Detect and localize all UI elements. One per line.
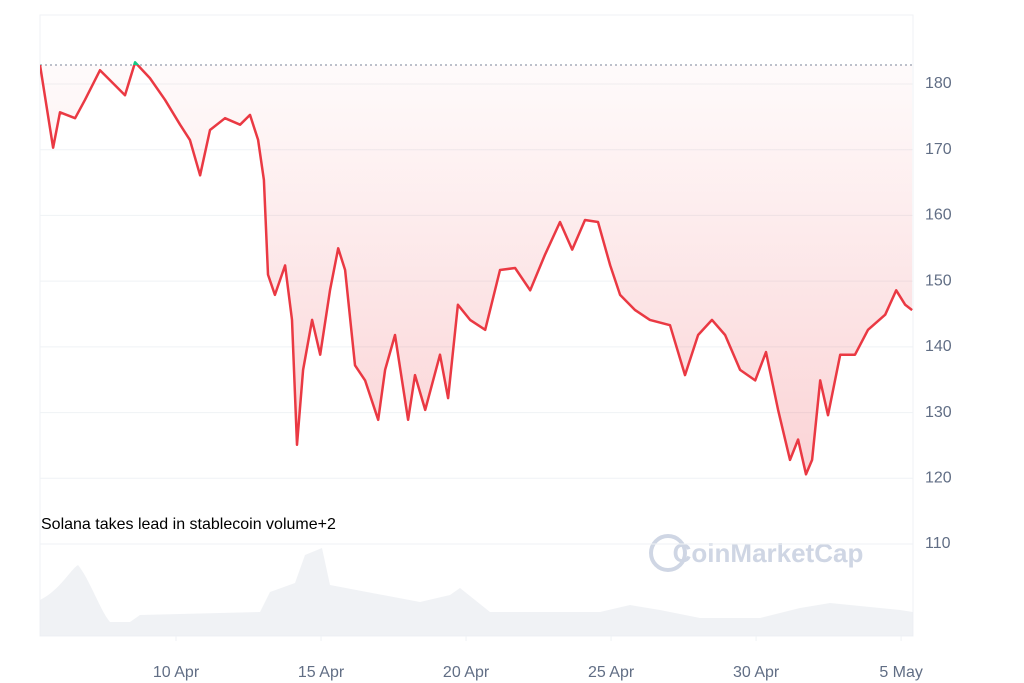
x-tick-label: 5 May	[879, 664, 923, 681]
price-line	[40, 64, 913, 476]
x-tick-label: 25 Apr	[588, 664, 635, 681]
volume-area	[40, 548, 913, 636]
x-tick-label: 30 Apr	[733, 664, 780, 681]
x-tick-label: 10 Apr	[153, 664, 200, 681]
y-tick-label: 140	[925, 338, 952, 355]
x-tick-label: 20 Apr	[443, 664, 490, 681]
area-fill	[40, 64, 913, 475]
watermark-logo	[649, 534, 687, 572]
y-tick-label: 130	[925, 404, 952, 421]
x-tick-label: 15 Apr	[298, 664, 345, 681]
y-tick-label: 180	[925, 75, 952, 92]
y-tick-label: 160	[925, 207, 952, 224]
y-tick-label: 170	[925, 141, 952, 158]
y-tick-label: 110	[925, 535, 951, 552]
y-tick-label: 120	[925, 470, 952, 487]
annotation: Solana takes lead in stablecoin volume+2	[41, 516, 336, 533]
y-tick-label: 150	[925, 272, 952, 289]
watermark: CoinMarketCap	[673, 538, 864, 568]
